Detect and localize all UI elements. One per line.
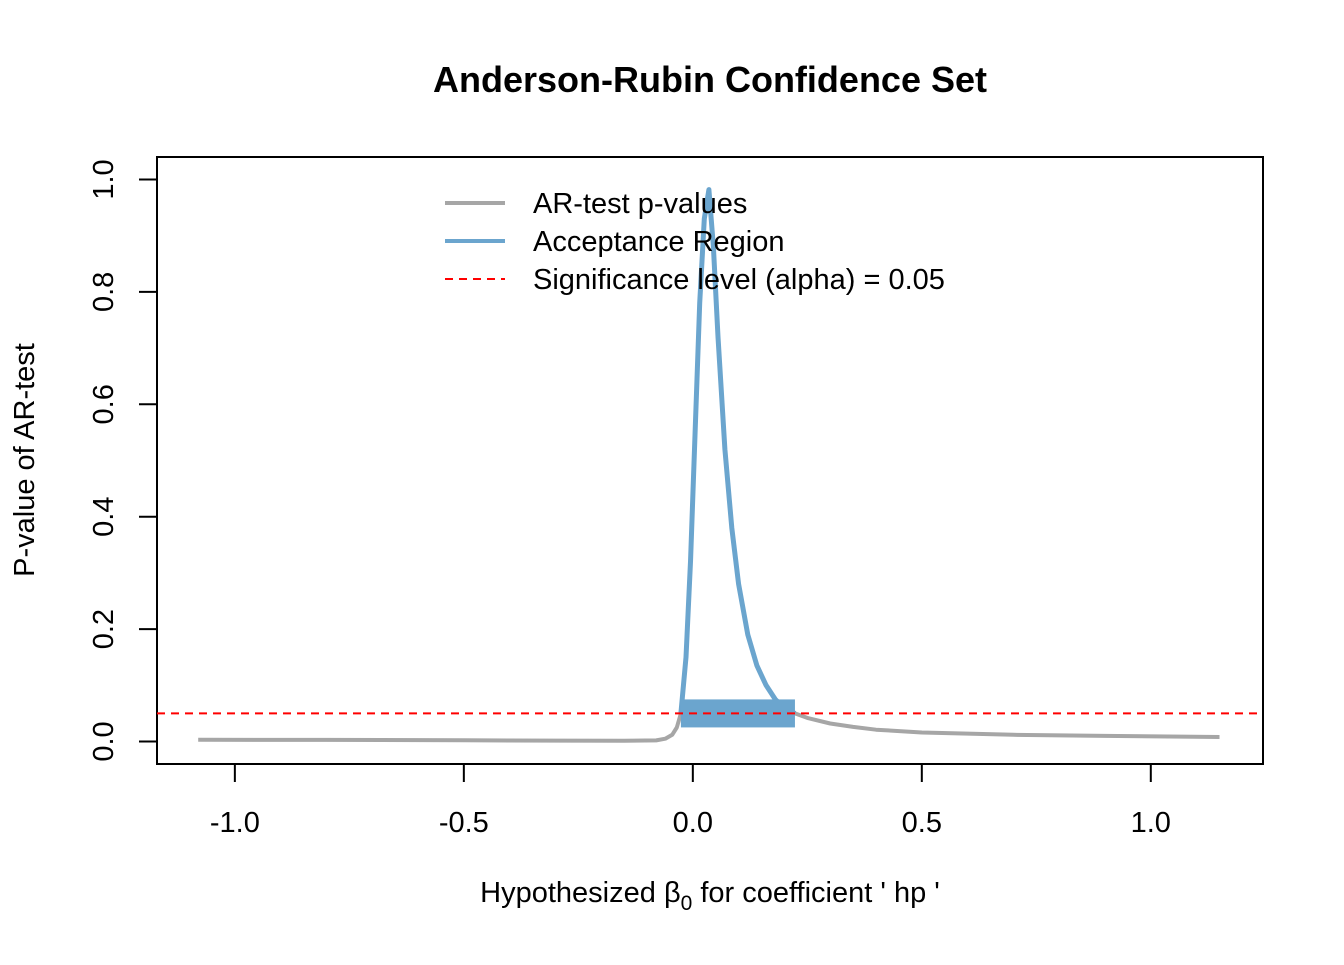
x-axis-label: Hypothesized β0 for coefficient ' hp ' (480, 877, 940, 915)
y-tick-label: 0.2 (88, 609, 120, 649)
legend: AR-test p-values Acceptance Region Signi… (445, 188, 945, 296)
x-tick-label: -1.0 (210, 807, 260, 839)
x-tick-label: 1.0 (1131, 807, 1171, 839)
x-tick-label: -0.5 (439, 807, 489, 839)
x-tick-label: 0.5 (902, 807, 942, 839)
acceptance-curve (678, 187, 797, 716)
legend-label-significance: Significance level (alpha) = 0.05 (533, 264, 945, 296)
y-tick-label: 1.0 (88, 159, 120, 199)
y-axis-label: P-value of AR-test (9, 343, 41, 577)
plot-frame (156, 156, 1264, 765)
legend-label-pvalues: AR-test p-values (533, 188, 747, 220)
y-tick-label: 0.0 (88, 721, 120, 761)
y-tick-label: 0.8 (88, 272, 120, 312)
legend-label-acceptance: Acceptance Region (533, 226, 785, 258)
y-tick-label: 0.6 (88, 384, 120, 424)
y-tick-label: 0.4 (88, 497, 120, 537)
chart-title: Anderson-Rubin Confidence Set (433, 59, 987, 100)
x-tick-label: 0.0 (673, 807, 713, 839)
